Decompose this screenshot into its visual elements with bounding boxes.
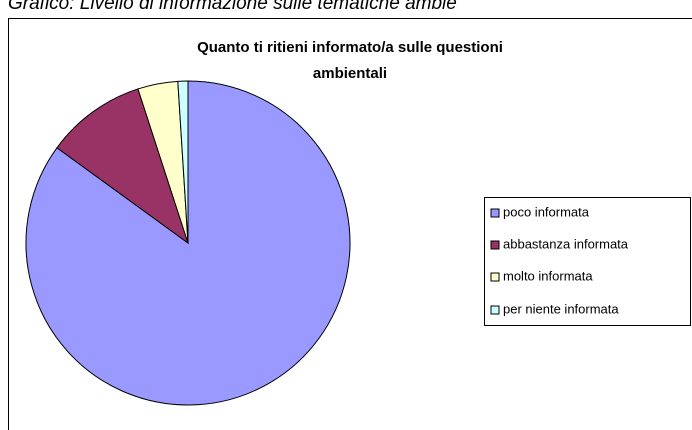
legend-label: molto informata (503, 268, 593, 283)
legend-label: per niente informata (503, 301, 619, 316)
legend-label: abbastanza informata (503, 236, 629, 251)
legend-swatch (490, 272, 500, 282)
pie-slice (56, 88, 189, 245)
chart-title: Quanto ti ritieni informato/a sulle ques… (197, 39, 503, 56)
legend-swatch (490, 240, 500, 250)
legend-swatch (490, 305, 500, 315)
legend-swatch (490, 208, 500, 218)
legend-label: poco informata (503, 204, 590, 219)
chart-title: ambientali (313, 65, 387, 82)
caption: Grafico: Livello di informazione sulle t… (8, 0, 457, 14)
pie-slice (177, 80, 189, 244)
legend (484, 197, 691, 326)
